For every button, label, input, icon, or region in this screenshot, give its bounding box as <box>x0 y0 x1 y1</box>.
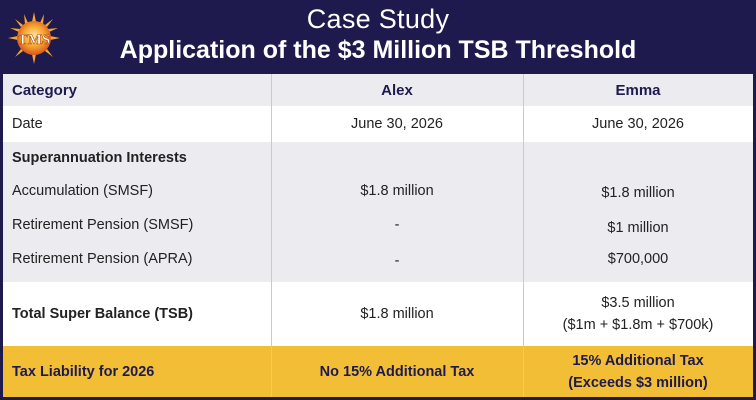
row-label-retirement-apra: Retirement Pension (APRA) <box>12 251 193 267</box>
table-row-date: Date June 30, 2026 June 30, 2026 <box>3 106 753 142</box>
alex-tax: No 15% Additional Tax <box>319 363 475 380</box>
table-header-row: Category Alex Emma <box>3 74 753 106</box>
page-subtitle: Application of the $3 Million TSB Thresh… <box>119 36 637 64</box>
emma-tax-line1: 15% Additional Tax <box>572 352 704 369</box>
emma-retirement-apra: $700,000 <box>607 251 669 267</box>
table-row-section-heading: Superannuation Interests <box>3 142 753 174</box>
table-row-retirement-apra: Retirement Pension (APRA) - $700,000 <box>3 242 753 276</box>
alex-retirement-smsf: - <box>394 217 400 233</box>
alex-tsb: $1.8 million <box>360 306 434 322</box>
table-row-retirement-smsf: Retirement Pension (SMSF) - $1 million <box>3 208 753 242</box>
emma-date: June 30, 2026 <box>592 116 684 132</box>
row-label-tax: Tax Liability for 2026 <box>12 363 155 380</box>
header-banner: TMS Case Study Application of the $3 Mil… <box>0 0 756 72</box>
column-header-alex: Alex <box>381 81 413 99</box>
column-divider <box>523 74 524 397</box>
column-header-emma: Emma <box>615 81 661 99</box>
page-title: Case Study <box>306 4 450 34</box>
emma-tax-line2: (Exceeds $3 million) <box>568 374 708 391</box>
row-label-tsb: Total Super Balance (TSB) <box>12 306 194 322</box>
comparison-table: Category Alex Emma Date June 30, 2026 Ju… <box>3 74 753 397</box>
superannuation-section: Superannuation Interests Accumulation (S… <box>3 142 753 282</box>
table-row-tsb: Total Super Balance (TSB) $1.8 million $… <box>3 282 753 346</box>
emma-retirement-smsf: $1 million <box>607 220 669 236</box>
column-header-category: Category <box>12 81 78 99</box>
column-divider <box>271 74 272 397</box>
tms-logo: TMS <box>8 12 60 64</box>
row-label-accumulation: Accumulation (SMSF) <box>12 183 154 199</box>
row-label-retirement-smsf: Retirement Pension (SMSF) <box>12 217 194 233</box>
sun-logo-icon: TMS <box>8 12 60 64</box>
row-label-date: Date <box>12 116 43 132</box>
section-heading: Superannuation Interests <box>12 150 187 166</box>
alex-retirement-apra: - <box>394 253 400 269</box>
emma-tax: 15% Additional Tax (Exceeds $3 million) <box>523 346 753 397</box>
emma-accumulation: $1.8 million <box>601 185 675 201</box>
alex-accumulation: $1.8 million <box>360 183 434 199</box>
table-row-accumulation: Accumulation (SMSF) $1.8 million $1.8 mi… <box>3 174 753 208</box>
emma-tsb-total: $3.5 million <box>601 295 675 311</box>
emma-tsb: $3.5 million ($1m + $1.8m + $700k) <box>523 282 753 346</box>
logo-text: TMS <box>18 32 51 48</box>
emma-tsb-breakdown: ($1m + $1.8m + $700k) <box>562 317 714 333</box>
alex-date: June 30, 2026 <box>351 116 443 132</box>
table-row-tax: Tax Liability for 2026 No 15% Additional… <box>3 346 753 397</box>
